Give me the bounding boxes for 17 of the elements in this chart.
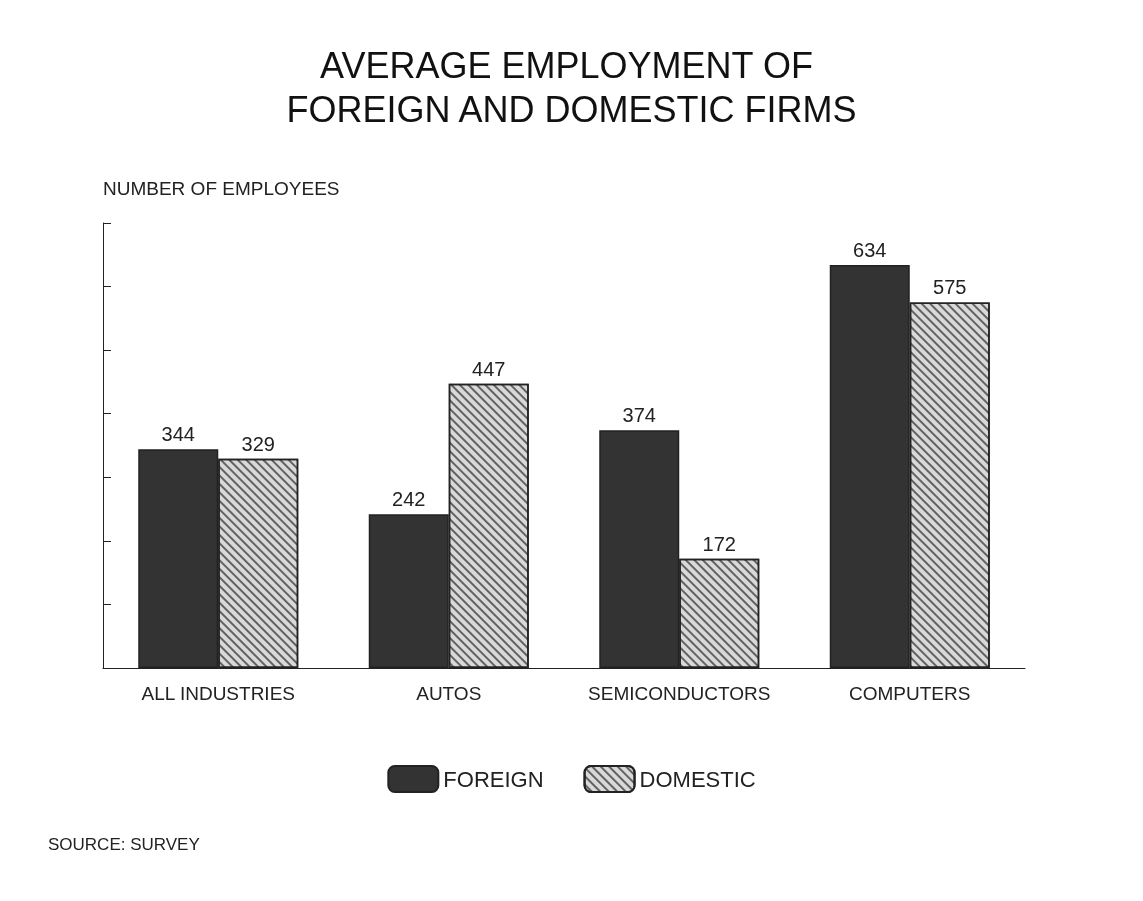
- data-label: 447: [472, 357, 506, 380]
- data-label: 242: [392, 488, 426, 511]
- data-label: 329: [241, 432, 275, 455]
- chart-title: AVERAGE EMPLOYMENT OF FOREIGN AND DOMESTIC FIRMS: [286, 44, 857, 130]
- data-label: 634: [853, 238, 887, 261]
- x-tick-label: AUTOS: [416, 683, 482, 704]
- x-tick-label: SEMICONDUCTORS: [588, 683, 771, 704]
- legend-label: DOMESTIC: [639, 766, 756, 792]
- data-label: 575: [933, 276, 967, 299]
- legend-label: FOREIGN: [443, 766, 544, 792]
- x-tick-label: ALL INDUSTRIES: [141, 683, 295, 704]
- data-label: 374: [622, 404, 656, 427]
- data-label: 344: [161, 423, 195, 446]
- y-axis-title: NUMBER OF EMPLOYEES: [103, 178, 340, 199]
- source-note: SOURCE: SURVEY: [48, 835, 200, 854]
- x-tick-label: COMPUTERS: [849, 683, 971, 704]
- data-label: 172: [702, 532, 736, 555]
